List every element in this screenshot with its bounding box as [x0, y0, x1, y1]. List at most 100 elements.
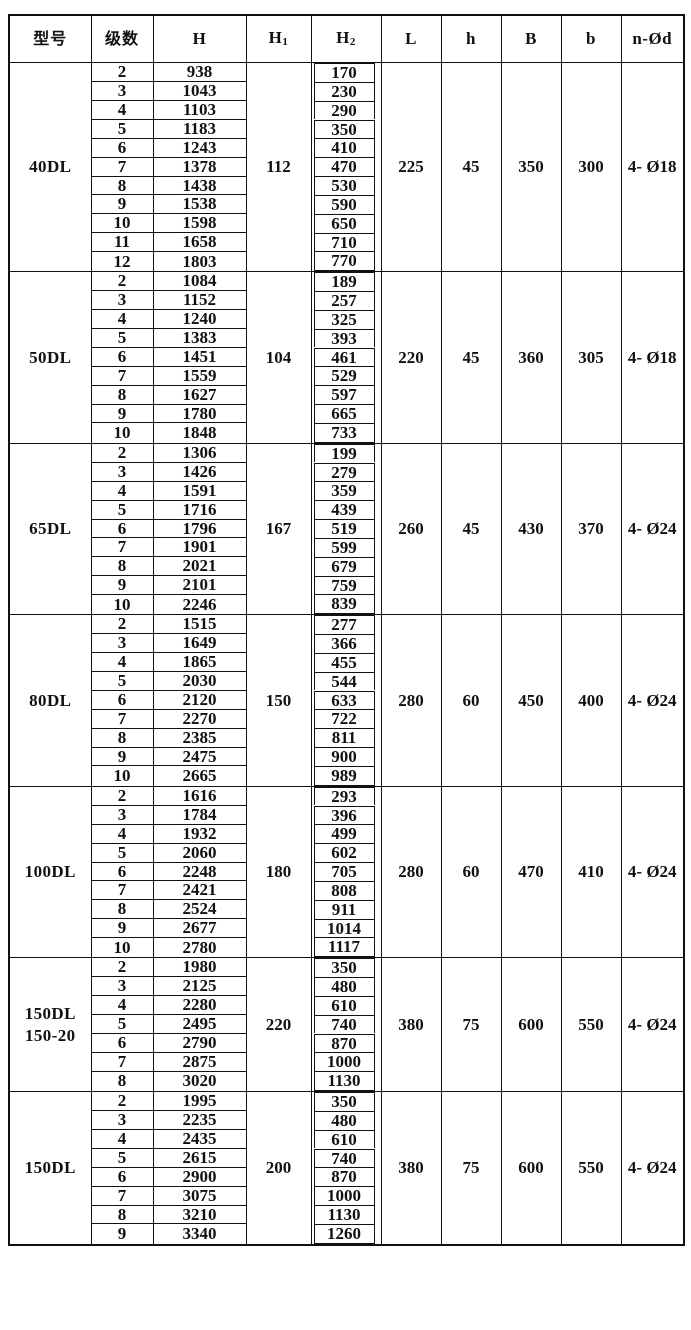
- stage-count-cell: 12: [90, 250, 154, 273]
- stage-count-cell: 6: [90, 1033, 154, 1053]
- dimension-h2-value: 1000: [313, 1052, 375, 1072]
- table-row: 5 2615 740: [9, 1147, 684, 1168]
- dimension-h-cell: 2021: [152, 556, 247, 577]
- stage-count-cell: 7: [90, 365, 154, 386]
- dimension-l-cell: 380: [380, 1090, 442, 1246]
- dimension-h2-value: 839: [313, 594, 375, 615]
- table-row: 10 2780 1117: [9, 936, 684, 959]
- dimension-h2-value: 1260: [313, 1223, 375, 1244]
- dimension-h1-cell: 112: [245, 61, 312, 273]
- dimension-h-cell: 1103: [152, 100, 247, 120]
- header-cell-H: H: [152, 14, 247, 63]
- dimension-h-cell: 1515: [152, 614, 247, 635]
- header-cell-nd: n-Ød: [620, 14, 685, 63]
- stage-count-cell: 2: [90, 61, 154, 83]
- dimension-h-cell: 2385: [152, 727, 247, 748]
- table-row: 4 1103 290: [9, 100, 684, 120]
- bolt-spec-cell: 4- Ø24: [620, 957, 685, 1092]
- stage-count-cell: 4: [90, 823, 154, 844]
- dimension-h2-cell: 293: [311, 786, 381, 806]
- dimension-h2-value: 189: [313, 272, 375, 291]
- dimension-h2-value: 470: [313, 157, 375, 176]
- stage-count-cell: 3: [90, 81, 154, 102]
- dimension-h-cell: 1240: [152, 309, 247, 330]
- table-row: 40DL 2 938 112 170 225 45 350 300 4- Ø18: [8, 61, 685, 273]
- dimension-h2-value: 733: [313, 422, 375, 443]
- stage-count-cell: 7: [90, 708, 154, 729]
- dimension-h2-value: 480: [313, 977, 375, 996]
- dimension-h-cell: 2125: [152, 976, 247, 997]
- dimension-h2-cell: 199: [311, 443, 381, 463]
- stage-count-cell: 3: [90, 1110, 154, 1131]
- stage-count-cell: 8: [90, 899, 154, 920]
- stage-count-cell: 7: [90, 1185, 154, 1206]
- dimension-h2-cell: 610: [311, 995, 381, 1015]
- table-row: 6 2120 633: [9, 690, 684, 710]
- dimension-h2-value: 705: [313, 862, 375, 881]
- dimension-h2-value: 650: [313, 213, 375, 233]
- stage-count-cell: 2: [90, 785, 154, 806]
- dimension-h2-cell: 811: [311, 728, 381, 748]
- header-cell-B: B: [500, 14, 562, 63]
- table-row: 150DL 150-20 2 1980 220 350 380 75 600 550 4- Ø24: [8, 957, 685, 1092]
- dimension-h2-cell: 257: [311, 291, 381, 310]
- stage-count-cell: 2: [90, 957, 154, 978]
- dimension-h2-value: 870: [313, 1167, 375, 1187]
- dimension-h2-cell: 350: [311, 1092, 381, 1111]
- dimension-h2-value: 366: [313, 634, 375, 653]
- table-row: 3 1043 230: [9, 81, 684, 102]
- dimension-h2-value: 808: [313, 880, 375, 900]
- dimension-h2-value: 230: [313, 81, 375, 101]
- dimension-b-small-cell: 410: [560, 785, 622, 959]
- stage-count-cell: 5: [90, 1014, 154, 1035]
- dimension-h-cell: 1995: [152, 1090, 247, 1112]
- dimension-h2-value: 811: [313, 728, 375, 748]
- dimension-h-cell: 1383: [152, 328, 247, 349]
- dimension-h-cell: 1043: [152, 81, 247, 102]
- table-row: 8 2524 911: [9, 899, 684, 920]
- dimension-h-cell: 1183: [152, 118, 247, 139]
- bolt-spec-cell: 4- Ø18: [620, 61, 685, 273]
- stage-count-cell: 10: [90, 422, 154, 444]
- stage-count-cell: 10: [90, 213, 154, 234]
- dimension-h-small-cell: 75: [440, 957, 502, 1092]
- table-row: 5 2030 544: [9, 671, 684, 692]
- table-row: 12 1803 770: [9, 250, 684, 273]
- dimension-h-cell: 1438: [152, 175, 247, 196]
- dimension-h2-cell: 499: [311, 824, 381, 844]
- stage-count-cell: 6: [90, 137, 154, 158]
- stage-count-cell: 7: [90, 880, 154, 901]
- dimension-h-cell: 2280: [152, 995, 247, 1016]
- dimension-h2-value: 439: [313, 500, 375, 519]
- stage-count-cell: 5: [90, 118, 154, 139]
- dimension-h2-value: 519: [313, 519, 375, 538]
- stage-count-cell: 5: [90, 1147, 154, 1168]
- dimension-h-cell: 3075: [152, 1185, 247, 1206]
- table-row: 4 2280 610: [9, 995, 684, 1016]
- dimension-h2-cell: 602: [311, 843, 381, 862]
- table-row: 9 2101 759: [9, 575, 684, 595]
- dimension-h-cell: 2900: [152, 1166, 247, 1187]
- dimension-h2-cell: 759: [311, 575, 381, 595]
- dimension-b-small-cell: 300: [560, 61, 622, 273]
- dimension-h2-value: 410: [313, 138, 375, 158]
- dimension-h2-cell: 170: [311, 63, 381, 82]
- stage-count-cell: 6: [90, 347, 154, 367]
- header-cell-L: L: [380, 14, 442, 63]
- dimension-h2-value: 597: [313, 385, 375, 405]
- dimension-h2-cell: 722: [311, 709, 381, 729]
- dimension-h2-cell: 633: [311, 690, 381, 710]
- table-row: 3 1152 257: [9, 290, 684, 311]
- dimension-h-cell: 1901: [152, 537, 247, 558]
- dimension-h-cell: 3210: [152, 1204, 247, 1225]
- table-row: 100DL 2 1616 180 293 280 60 470 410 4- Ø24: [8, 785, 685, 959]
- dimension-h2-value: 396: [313, 805, 375, 825]
- dimension-h2-cell: 461: [311, 347, 381, 367]
- dimension-h2-value: 679: [313, 556, 375, 576]
- dimension-h2-value: 350: [313, 1092, 375, 1111]
- stage-count-cell: 8: [90, 556, 154, 577]
- header-cell-H2: H2: [310, 14, 382, 63]
- stage-count-cell: 9: [90, 746, 154, 767]
